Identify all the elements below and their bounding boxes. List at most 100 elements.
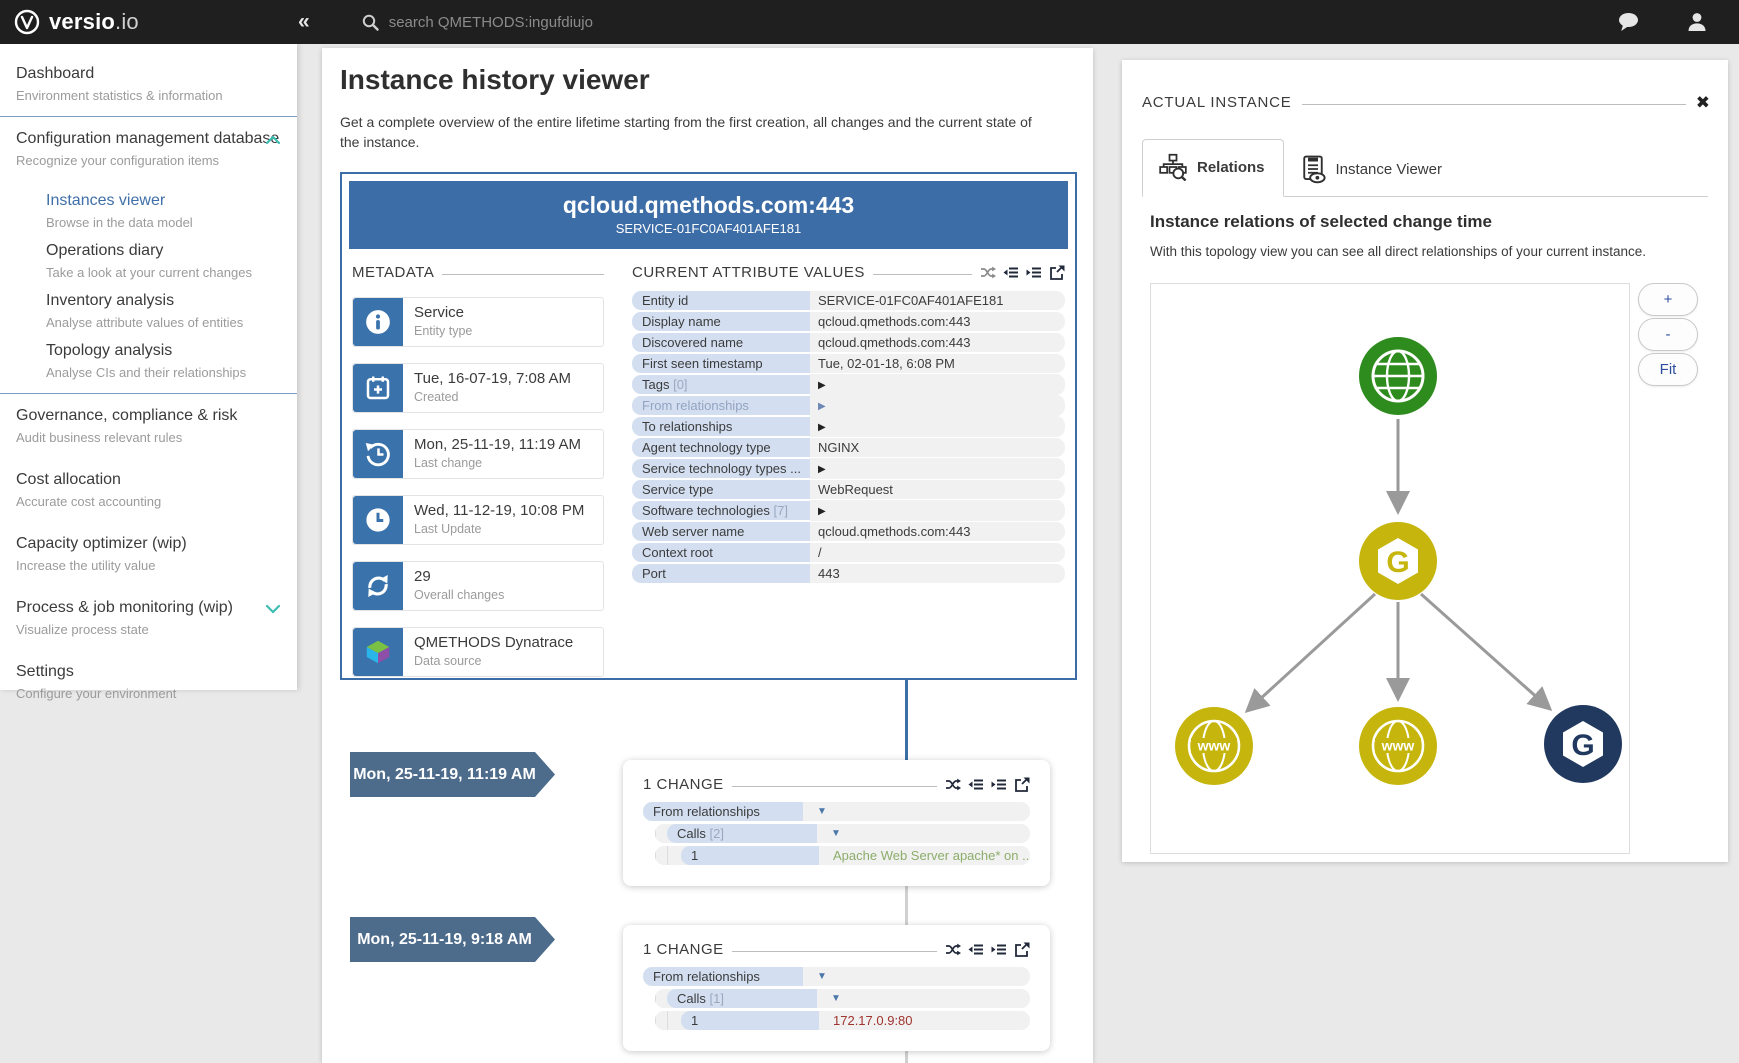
- instance-box: qcloud.qmethods.com:443 SERVICE-01FC0AF4…: [340, 172, 1077, 680]
- internet-globe-node[interactable]: [1359, 337, 1437, 415]
- change-count-label: 1 CHANGE: [643, 941, 724, 958]
- open-external-icon[interactable]: [1014, 777, 1030, 792]
- logo-text: versio.io: [49, 9, 139, 34]
- timeline-badge-1[interactable]: Mon, 25-11-19, 11:19 AM: [350, 752, 555, 797]
- svg-text:www: www: [1381, 738, 1415, 754]
- metadata-section: METADATA Service Entity type: [352, 264, 604, 677]
- sidebar-item-topology-analysis[interactable]: Topology analysis Analyse CIs and their …: [46, 342, 247, 380]
- list-outdent-icon[interactable]: [991, 942, 1007, 957]
- zoom-out-button[interactable]: -: [1638, 318, 1698, 351]
- sidebar-item-dashboard[interactable]: Dashboard Environment statistics & infor…: [16, 65, 223, 103]
- expand-arrow-icon[interactable]: ▶: [818, 401, 826, 412]
- caret-down-icon[interactable]: ▼: [831, 828, 841, 839]
- shuffle-icon[interactable]: [945, 777, 961, 792]
- versio-logo-icon: [14, 9, 40, 35]
- attributes-section: CURRENT ATTRIBUTE VALUES: [632, 264, 1065, 585]
- info-icon: [366, 310, 390, 334]
- zoom-fit-button[interactable]: Fit: [1638, 353, 1698, 386]
- metadata-heading: METADATA: [352, 264, 435, 281]
- attr-row-tags[interactable]: Tags [0] ▶: [632, 374, 1065, 395]
- versio-logo[interactable]: versio.io: [0, 9, 286, 35]
- list-indent-icon[interactable]: [968, 777, 984, 792]
- edge-service-to-navy: [1420, 592, 1553, 711]
- search-input[interactable]: [388, 13, 689, 31]
- sidebar-item-cost-allocation[interactable]: Cost allocation Accurate cost accounting: [16, 471, 162, 509]
- attr-row-display-name: Display name qcloud.qmethods.com:443: [632, 312, 1065, 331]
- sidebar-item-cmdb[interactable]: Configuration management database Recogn…: [16, 130, 281, 168]
- expand-arrow-icon[interactable]: ▶: [818, 380, 826, 391]
- sidebar-item-governance[interactable]: Governance, compliance & risk Audit busi…: [16, 407, 238, 445]
- attr-row-entity-id: Entity id SERVICE-01FC0AF401AFE181: [632, 291, 1065, 310]
- instance-name: qcloud.qmethods.com:443: [562, 192, 855, 218]
- sidebar-item-settings[interactable]: Settings Configure your environment: [16, 663, 177, 701]
- timeline-line-active: [905, 680, 908, 814]
- open-external-icon[interactable]: [1014, 942, 1030, 957]
- sidebar-item-operations-diary[interactable]: Operations diary Take a look at your cur…: [46, 242, 252, 280]
- shuffle-icon[interactable]: [945, 942, 961, 957]
- sidebar-item-inventory-analysis[interactable]: Inventory analysis Analyse attribute val…: [46, 292, 244, 330]
- zoom-in-button[interactable]: +: [1638, 283, 1698, 316]
- list-indent-icon[interactable]: [1003, 265, 1019, 280]
- list-outdent-icon[interactable]: [991, 777, 1007, 792]
- global-search: [362, 13, 689, 31]
- change-card-1: 1 CHANGE: [623, 760, 1050, 886]
- list-indent-icon[interactable]: [968, 942, 984, 957]
- attr-row-service-technology-types[interactable]: Service technology types ... ▶: [632, 458, 1065, 479]
- instance-viewer-icon: [1302, 155, 1326, 184]
- actual-instance-title: ACTUAL INSTANCE: [1142, 94, 1292, 111]
- relations-heading: Instance relations of selected change ti…: [1150, 212, 1493, 231]
- metadata-entity-type: Service Entity type: [352, 297, 604, 347]
- service-hexagon-g-node[interactable]: G: [1359, 522, 1437, 600]
- sidebar-collapse-icon[interactable]: «: [298, 10, 310, 33]
- open-external-icon[interactable]: [1049, 265, 1065, 280]
- navy-hexagon-g-node[interactable]: G: [1544, 705, 1622, 783]
- sidebar-item-capacity-optimizer[interactable]: Capacity optimizer (wip) Increase the ut…: [16, 535, 187, 573]
- history-icon: [365, 442, 390, 467]
- chat-icon[interactable]: [1616, 11, 1641, 33]
- topology-view[interactable]: G www www G: [1150, 283, 1630, 854]
- attr-row-from-relationships[interactable]: From relationships ▶: [632, 395, 1065, 416]
- chevron-up-icon[interactable]: [265, 135, 281, 145]
- chevron-down-icon[interactable]: [265, 604, 281, 614]
- www-globe-node-2[interactable]: www: [1359, 707, 1437, 785]
- instance-id: SERVICE-01FC0AF401AFE181: [615, 221, 802, 236]
- expand-arrow-icon[interactable]: ▶: [818, 506, 826, 517]
- timeline-badge-2[interactable]: Mon, 25-11-19, 9:18 AM: [350, 917, 555, 962]
- change-row-value: 1 Apache Web Server apache* on ...: [655, 846, 1030, 865]
- edge-service-to-www1: [1244, 592, 1377, 714]
- change-count-label: 1 CHANGE: [643, 776, 724, 793]
- attribute-table: Entity id SERVICE-01FC0AF401AFE181 Displa…: [632, 291, 1065, 583]
- sidebar-item-instances-viewer[interactable]: Instances viewer Browse in the data mode…: [46, 192, 193, 230]
- change-row-from-relationships[interactable]: From relationships ▼: [643, 802, 1030, 821]
- attr-row-to-relationships[interactable]: To relationships ▶: [632, 416, 1065, 437]
- caret-down-icon[interactable]: ▼: [817, 971, 827, 982]
- list-outdent-icon[interactable]: [1026, 265, 1042, 280]
- metadata-data-source: QMETHODS Dynatrace Data source: [352, 627, 604, 677]
- change-row-calls[interactable]: Calls [2] ▼: [655, 824, 1030, 843]
- tab-relations[interactable]: Relations: [1142, 139, 1284, 197]
- sidebar-item-process-monitoring[interactable]: Process & job monitoring (wip) Visualize…: [0, 598, 297, 638]
- expand-arrow-icon[interactable]: ▶: [818, 422, 826, 433]
- svg-text:G: G: [1571, 729, 1594, 762]
- expand-arrow-icon[interactable]: ▶: [818, 464, 826, 475]
- attr-row-port: Port 443: [632, 564, 1065, 583]
- tab-instance-viewer[interactable]: Instance Viewer: [1284, 144, 1460, 196]
- sidebar-divider: [0, 393, 297, 394]
- user-icon[interactable]: [1685, 10, 1709, 34]
- www-globe-node-1[interactable]: www: [1175, 707, 1253, 785]
- metadata-created: Tue, 16-07-19, 7:08 AM Created: [352, 363, 604, 413]
- instance-header: qcloud.qmethods.com:443 SERVICE-01FC0AF4…: [349, 181, 1068, 249]
- change-card-2: 1 CHANGE: [623, 925, 1050, 1051]
- page-title: Instance history viewer: [340, 64, 650, 95]
- caret-down-icon[interactable]: ▼: [817, 806, 827, 817]
- change-row-calls[interactable]: Calls [1] ▼: [655, 989, 1030, 1008]
- sidebar: Dashboard Environment statistics & infor…: [0, 44, 297, 701]
- caret-down-icon[interactable]: ▼: [831, 993, 841, 1004]
- change-row-from-relationships[interactable]: From relationships ▼: [643, 967, 1030, 986]
- attr-row-software-technologies[interactable]: Software technologies [7] ▶: [632, 500, 1065, 521]
- attr-row-first-seen: First seen timestamp Tue, 02-01-18, 6:08 …: [632, 354, 1065, 373]
- shuffle-icon[interactable]: [980, 265, 996, 280]
- metadata-last-update: Wed, 11-12-19, 10:08 PM Last Update: [352, 495, 604, 545]
- actual-instance-panel: ACTUAL INSTANCE ✖ Relations: [1122, 60, 1728, 862]
- close-icon[interactable]: ✖: [1695, 93, 1710, 112]
